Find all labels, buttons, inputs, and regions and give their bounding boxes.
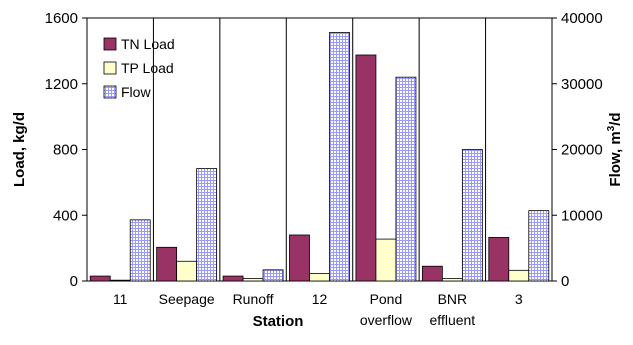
legend-label: TN Load — [121, 36, 175, 52]
bar-tp-load-0 — [109, 279, 131, 282]
bar-tp-load-3 — [309, 273, 330, 282]
bar-flow-5 — [461, 149, 483, 282]
bar-tn-load-4 — [355, 54, 377, 282]
axis-labels: 0 400 800 1200 1600 0 10000 20000 30000 40000 11 Se… — [11, 10, 624, 330]
category-label: 12 — [312, 291, 328, 307]
right-axis-title: Flow, m3/d — [606, 112, 624, 186]
bar-tp-load-4 — [375, 238, 397, 282]
bar-flow-0 — [129, 219, 151, 282]
bar-tp-load-6 — [508, 269, 530, 282]
bar-flow-4 — [395, 76, 417, 282]
category-label: 11 — [113, 291, 128, 307]
legend-label: TP Load — [121, 60, 174, 76]
category-label: overflow — [360, 312, 413, 328]
legend-swatch-flow — [103, 85, 117, 99]
plot-area — [82, 17, 557, 282]
right-tick-label: 0 — [561, 273, 569, 290]
bar-tp-load-5 — [441, 278, 463, 282]
left-tick-label: 400 — [53, 207, 78, 224]
category-label: Runoff — [233, 291, 274, 307]
bar-flow-1 — [196, 168, 218, 282]
bar-tn-load-6 — [488, 237, 510, 282]
right-tick-label: 40000 — [561, 10, 603, 27]
category-label: BNR — [438, 291, 468, 307]
category-label: 3 — [515, 291, 523, 307]
right-tick-label: 30000 — [561, 76, 603, 93]
legend-label: Flow — [121, 84, 151, 100]
bar-flow-2 — [262, 269, 284, 282]
bar-tp-load-2 — [242, 278, 264, 282]
bar-tn-load-2 — [222, 275, 244, 282]
category-label: effluent — [430, 312, 476, 328]
right-tick-label: 10000 — [561, 207, 603, 224]
bar-flow-3 — [329, 32, 350, 282]
left-axis-title: Load, kg/d — [11, 112, 28, 187]
category-label: Pond — [370, 291, 403, 307]
right-tick-label: 20000 — [561, 142, 603, 159]
bar-tp-load-1 — [176, 260, 198, 282]
bar-tn-load-5 — [421, 265, 443, 282]
left-tick-label: 0 — [70, 273, 78, 290]
bar-tn-load-0 — [89, 275, 111, 282]
right-axis-title-main: Flow, m — [607, 131, 624, 186]
left-tick-label: 1600 — [45, 10, 78, 27]
left-tick-label: 1200 — [45, 76, 78, 93]
legend-swatch-tn-load — [103, 37, 117, 51]
right-axis-title-sup: 3 — [606, 125, 617, 131]
bar-tn-load-1 — [156, 246, 178, 282]
x-axis-title: Station — [253, 313, 304, 330]
bar-tn-load-3 — [289, 234, 310, 282]
legend-swatch-tp-load — [103, 61, 117, 75]
legend: TN Load TP Load Flow — [103, 36, 175, 100]
bar-flow-6 — [528, 210, 550, 282]
left-tick-label: 800 — [53, 142, 78, 159]
category-label: Seepage — [159, 291, 215, 307]
right-axis-title-tail: /d — [607, 112, 624, 125]
